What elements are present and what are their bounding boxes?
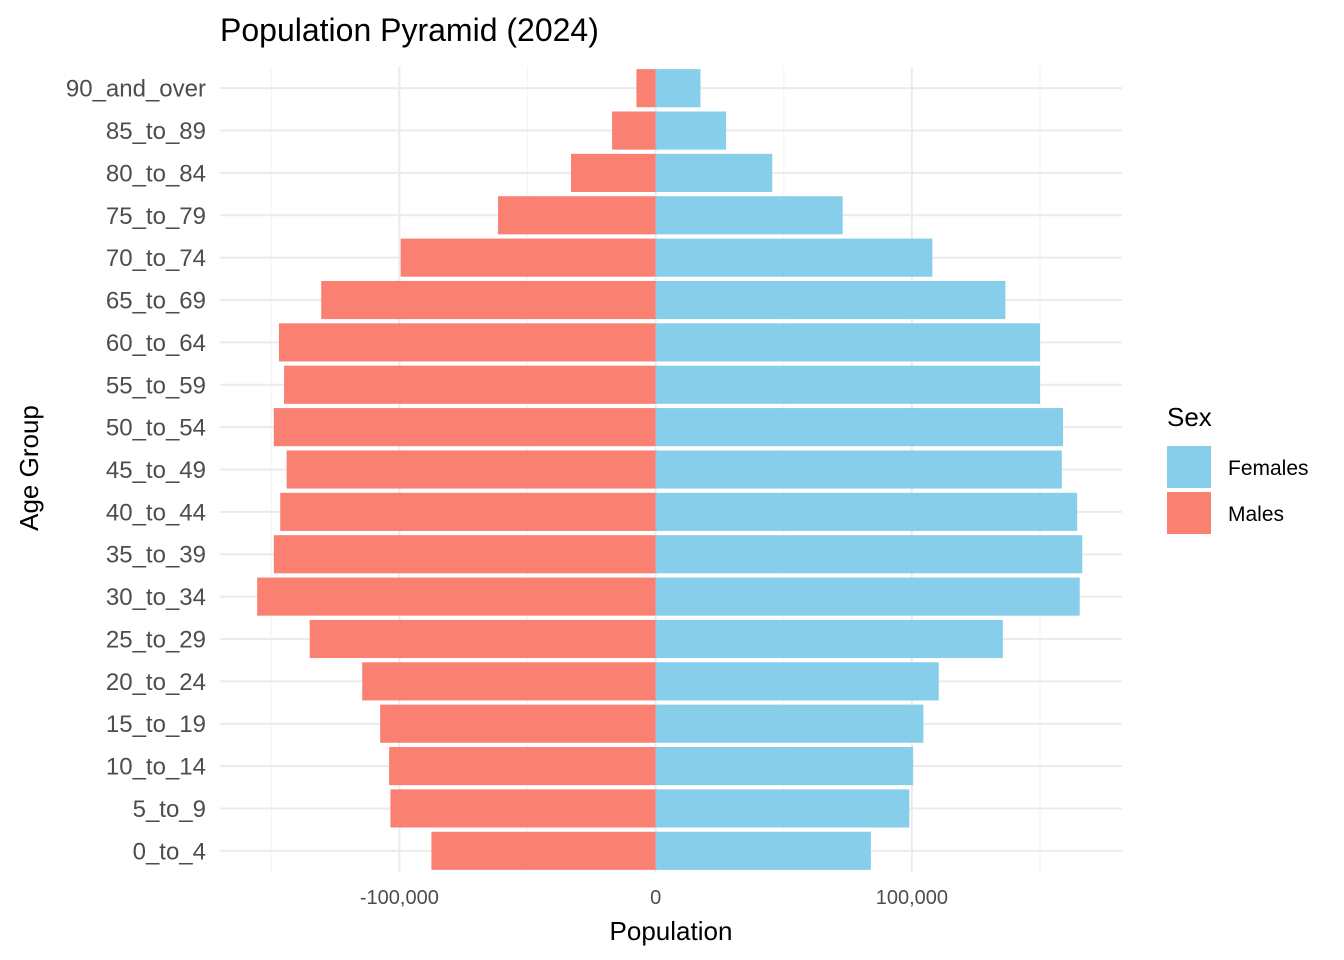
y-tick-label: 0_to_4: [133, 838, 206, 865]
y-tick-label: 75_to_79: [106, 203, 206, 230]
legend-items: Females Males: [1167, 446, 1309, 534]
bar-females-25_to_29: [655, 619, 1003, 659]
bar-females-90_and_over: [655, 69, 701, 108]
y-tick-label: 50_to_54: [106, 415, 206, 442]
bar-males-0_to_4: [431, 831, 656, 870]
bar-females-50_to_54: [655, 408, 1064, 447]
y-tick-label: 5_to_9: [133, 796, 206, 823]
legend-key-females: [1167, 446, 1211, 488]
y-tick-label: 55_to_59: [106, 372, 206, 399]
bar-females-15_to_19: [655, 704, 924, 743]
bar-males-30_to_34: [257, 577, 656, 616]
bar-females-35_to_39: [655, 535, 1083, 574]
y-tick-label: 25_to_29: [106, 626, 206, 653]
bar-males-90_and_over: [636, 69, 656, 108]
bar-males-20_to_24: [362, 662, 656, 701]
y-tick-label: 60_to_64: [106, 330, 206, 357]
legend-label-males: Males: [1228, 503, 1284, 526]
y-axis-tick-labels: 0_to_4 5_to_9 10_to_14 15_to_19 20_to_24 25_t…: [66, 76, 206, 866]
legend-title: Sex: [1167, 402, 1212, 432]
bar-females-20_to_24: [655, 662, 939, 701]
x-tick-label: 0: [650, 887, 661, 909]
bar-males-70_to_74: [400, 238, 656, 277]
chart-title: Population Pyramid (2024): [220, 12, 599, 48]
bar-females-70_to_74: [655, 238, 933, 277]
bar-females-5_to_9: [655, 789, 910, 828]
bar-females-80_to_84: [655, 153, 773, 192]
y-tick-label: 80_to_84: [106, 160, 206, 187]
x-tick-label: 100,000: [876, 887, 948, 909]
y-tick-label: 85_to_89: [106, 118, 206, 145]
bar-males-35_to_39: [273, 535, 656, 574]
legend-label-females: Females: [1228, 457, 1309, 480]
y-tick-label: 45_to_49: [106, 457, 206, 484]
y-tick-label: 90_and_over: [66, 76, 206, 103]
bars: [257, 69, 1083, 870]
legend-key-males: [1167, 492, 1211, 534]
bar-males-80_to_84: [571, 153, 656, 192]
y-tick-label: 65_to_69: [106, 288, 206, 315]
bar-males-5_to_9: [390, 789, 656, 828]
bar-females-30_to_34: [655, 577, 1080, 616]
bar-males-25_to_29: [309, 619, 656, 659]
y-axis-title: Age Group: [14, 405, 44, 531]
bar-females-0_to_4: [655, 831, 871, 870]
y-tick-label: 20_to_24: [106, 669, 206, 696]
bar-males-65_to_69: [321, 280, 656, 320]
x-axis-tick-labels: -100,000 0 100,000: [360, 887, 948, 909]
bar-males-40_to_44: [280, 492, 656, 531]
bar-males-50_to_54: [273, 408, 656, 447]
legend: Sex Females Males: [1167, 402, 1309, 534]
bar-females-55_to_59: [655, 365, 1040, 404]
bar-females-45_to_49: [655, 450, 1062, 489]
bar-females-10_to_14: [655, 747, 914, 786]
y-tick-label: 30_to_34: [106, 584, 206, 611]
bar-males-10_to_14: [389, 747, 656, 786]
bar-males-60_to_64: [278, 323, 656, 362]
bar-females-85_to_89: [655, 111, 727, 150]
bar-males-75_to_79: [498, 196, 656, 235]
y-tick-label: 15_to_19: [106, 711, 206, 738]
y-tick-label: 10_to_14: [106, 754, 206, 781]
y-tick-label: 35_to_39: [106, 542, 206, 569]
bar-males-45_to_49: [286, 450, 656, 489]
x-tick-label: -100,000: [360, 887, 439, 909]
bar-males-15_to_19: [380, 704, 656, 743]
bar-females-75_to_79: [655, 196, 843, 235]
bar-females-65_to_69: [655, 280, 1006, 320]
y-tick-label: 40_to_44: [106, 499, 206, 526]
bar-females-40_to_44: [655, 492, 1078, 531]
bar-males-55_to_59: [284, 365, 656, 404]
bar-males-85_to_89: [612, 111, 656, 150]
y-tick-label: 70_to_74: [106, 245, 206, 272]
bar-females-60_to_64: [655, 323, 1040, 362]
x-axis-title: Population: [610, 916, 733, 946]
